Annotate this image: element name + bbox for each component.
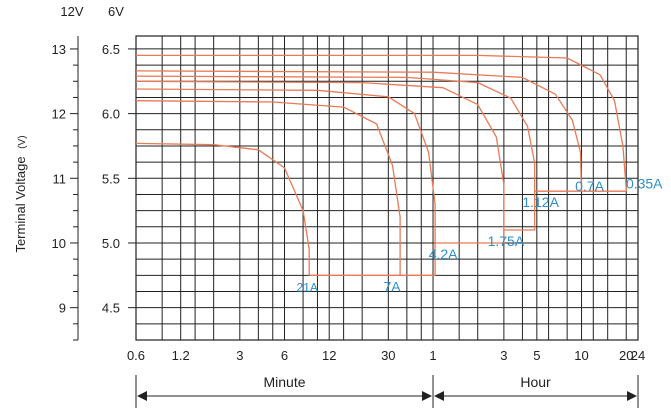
y-axis-12v-tick-label: 9 <box>59 301 66 316</box>
y-axis-title-group: Terminal Voltage (V) <box>13 135 28 252</box>
x-axis-tick-label: 0.6 <box>127 348 145 363</box>
y-axis-12v-tick-label: 11 <box>53 171 67 186</box>
series-curve-0.7A <box>135 70 583 192</box>
y-axis-6v-tick-label: 6.0 <box>102 107 120 122</box>
x-axis-tick-label: 1 <box>429 348 436 363</box>
x-axis-tick-label: 3 <box>500 348 507 363</box>
series-curve-21A <box>135 142 310 276</box>
series-label: 21A <box>297 280 318 294</box>
chart-grid <box>135 35 639 341</box>
plot-border <box>135 35 639 341</box>
y-axis-12v-header: 12V <box>60 4 83 19</box>
cutoff-boundary-line <box>309 188 627 276</box>
series-curve-0.35A <box>136 54 627 189</box>
annotation-arrowhead-right <box>422 391 433 401</box>
series-curve-4.2A <box>135 88 436 243</box>
x-axis-tick-label: 1.2 <box>172 348 190 363</box>
series-label: 4.2A <box>429 246 458 262</box>
series-curve-1.12A <box>135 75 536 192</box>
y-axis-6v-header: 6V <box>108 4 124 19</box>
y-axis-6v-tick-label: 5.0 <box>102 236 120 251</box>
x-axis-tick-label: 12 <box>322 348 336 363</box>
chart-labels: 21A 7A 4.2A 1.75A 1.12A 0.7A 0.35A <box>297 176 664 295</box>
y-axis-title-text: Terminal Voltage <box>13 156 28 252</box>
x-axis-tick-label: 6 <box>281 348 288 363</box>
y-axis-6v-tick-label: 6.5 <box>102 42 120 57</box>
x-axis-tick-label: 30 <box>381 348 395 363</box>
annotation-arrowhead-right <box>627 391 637 401</box>
y-axis-6v-tick-label: 4.5 <box>102 301 120 316</box>
y-axis-title: Terminal Voltage (V) <box>13 135 28 252</box>
y-axis-12v-tick-label: 12 <box>52 107 66 122</box>
series-label: 1.12A <box>522 194 559 210</box>
y-axis-title-unit: (V) <box>17 135 28 148</box>
y-axis-12v-tick-label: 13 <box>52 42 66 57</box>
series-label: 0.7A <box>575 178 604 194</box>
series-curve-1.75A <box>135 80 505 230</box>
x-axis-tick-label: 20 <box>619 348 633 363</box>
annotation-label: Hour <box>520 374 551 390</box>
series-label: 1.75A <box>488 233 525 249</box>
chart-curves <box>135 54 627 276</box>
annotation-arrowhead-left <box>137 391 147 401</box>
series-curve-7A <box>135 100 401 276</box>
annotation-label: Minute <box>263 374 305 390</box>
annotation-arrowhead-left <box>434 391 445 401</box>
y-axis-6v-tick-label: 5.5 <box>102 171 120 186</box>
series-label: 7A <box>384 278 402 294</box>
x-axis-tick-label: 24 <box>631 348 645 363</box>
x-axis-tick-label: 3 <box>236 348 243 363</box>
time-unit-annotations: Minute Hour <box>135 374 639 408</box>
series-label: 0.35A <box>626 176 663 192</box>
y-axis-12v-tick-label: 10 <box>52 236 66 251</box>
x-axis-tick-label: 10 <box>574 348 588 363</box>
x-axis-tick-label: 5 <box>533 348 540 363</box>
